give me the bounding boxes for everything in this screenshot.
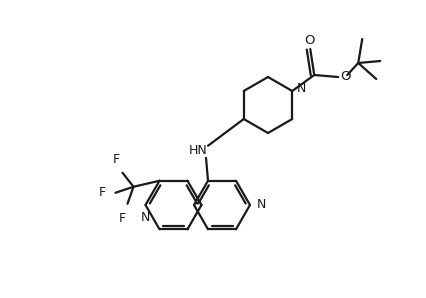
Text: N: N	[141, 211, 150, 224]
Text: HN: HN	[189, 144, 207, 157]
Text: F: F	[119, 212, 126, 225]
Text: O: O	[340, 69, 351, 83]
Text: O: O	[304, 33, 314, 46]
Text: F: F	[99, 186, 106, 199]
Text: N: N	[297, 83, 307, 95]
Text: F: F	[113, 153, 120, 166]
Text: N: N	[257, 198, 266, 212]
